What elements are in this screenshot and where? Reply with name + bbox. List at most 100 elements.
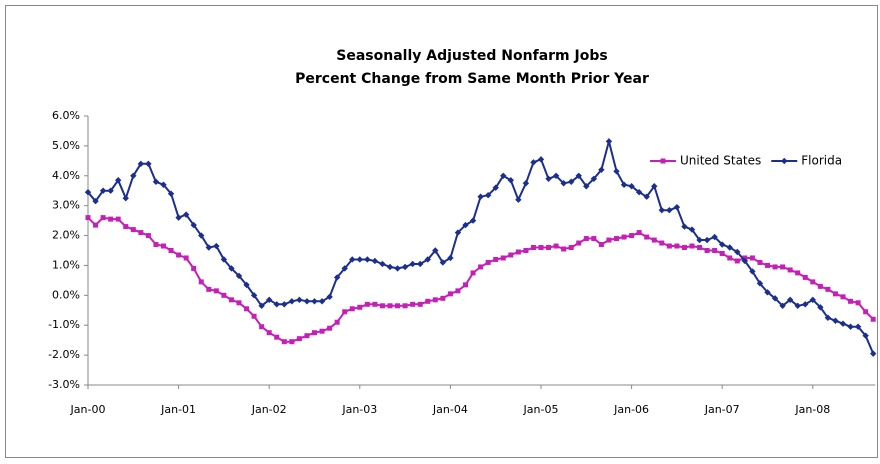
data-point	[576, 240, 582, 246]
data-point	[515, 249, 521, 255]
data-point	[469, 217, 477, 224]
data-point	[795, 270, 801, 276]
data-point	[364, 256, 371, 263]
data-point	[590, 175, 598, 182]
data-point	[454, 229, 462, 236]
data-point	[478, 264, 484, 270]
data-point	[749, 268, 756, 275]
chart-title: Seasonally Adjusted Nonfarm Jobs	[336, 48, 607, 64]
data-point	[825, 286, 831, 292]
y-tick-label: 4.0%	[52, 169, 80, 182]
data-point	[318, 298, 326, 305]
data-point	[613, 168, 620, 175]
data-point	[379, 260, 386, 268]
data-point	[228, 265, 235, 272]
data-point	[560, 180, 567, 187]
data-point	[855, 300, 861, 306]
data-point	[349, 256, 356, 263]
data-point	[734, 248, 741, 256]
y-tick-label: -1.0%	[48, 318, 80, 331]
data-point	[99, 187, 107, 194]
data-point	[289, 339, 295, 345]
data-point	[606, 237, 612, 243]
data-point	[425, 298, 431, 304]
data-point	[523, 248, 529, 253]
data-point	[552, 172, 560, 179]
data-point	[727, 255, 733, 261]
data-point	[168, 248, 174, 253]
data-point	[123, 224, 129, 230]
data-point	[741, 257, 749, 265]
data-point	[130, 227, 136, 233]
data-point	[628, 183, 635, 190]
data-point	[447, 254, 454, 262]
data-point	[303, 298, 311, 305]
data-point	[568, 245, 574, 251]
data-point	[364, 301, 370, 307]
data-point	[213, 288, 219, 294]
data-point	[341, 265, 348, 272]
data-point	[259, 324, 265, 330]
data-point	[711, 233, 718, 241]
data-point	[832, 317, 839, 324]
data-point	[620, 181, 628, 188]
data-point	[432, 297, 438, 303]
data-point	[507, 177, 514, 184]
data-point	[153, 242, 159, 248]
data-point	[371, 257, 379, 265]
data-point	[824, 314, 832, 321]
data-point	[839, 320, 847, 327]
data-point	[160, 181, 167, 188]
data-point	[92, 197, 99, 205]
data-point	[387, 303, 393, 309]
data-point	[432, 247, 439, 254]
data-point	[176, 252, 182, 258]
data-point	[236, 300, 242, 306]
data-point	[802, 301, 809, 308]
data-point	[802, 274, 808, 280]
data-point	[379, 303, 385, 309]
data-point	[522, 180, 530, 187]
legend-marker	[781, 157, 788, 165]
data-point	[666, 206, 673, 214]
data-point	[817, 283, 823, 289]
data-point	[712, 248, 718, 253]
data-point	[666, 243, 672, 249]
data-point	[659, 240, 665, 246]
data-point	[840, 294, 846, 300]
data-point	[719, 241, 726, 248]
y-tick-label: -2.0%	[48, 348, 80, 361]
data-point	[243, 281, 250, 289]
data-point	[681, 223, 688, 230]
data-point	[847, 323, 854, 330]
data-point	[681, 245, 687, 251]
data-point	[643, 193, 650, 200]
data-point	[198, 232, 205, 239]
data-point	[85, 215, 91, 221]
data-point	[870, 350, 877, 357]
data-point	[779, 302, 786, 309]
data-point	[848, 298, 854, 304]
data-point	[100, 215, 106, 221]
data-point	[598, 242, 604, 248]
data-point	[749, 255, 755, 261]
data-point	[530, 159, 537, 166]
x-tick-label: Jan-06	[613, 403, 649, 416]
data-point	[206, 286, 212, 292]
data-point	[621, 234, 627, 240]
data-point	[598, 166, 605, 173]
data-point	[266, 296, 273, 304]
data-point	[575, 172, 582, 179]
data-point	[281, 301, 288, 308]
data-point	[485, 259, 491, 265]
data-point	[401, 263, 409, 271]
data-point	[764, 289, 771, 296]
data-point	[854, 323, 862, 330]
data-point	[175, 214, 182, 221]
data-point	[137, 160, 145, 168]
data-point	[719, 250, 725, 256]
x-tick-label: Jan-03	[341, 403, 377, 416]
data-point	[651, 183, 658, 190]
legend-marker	[660, 158, 666, 164]
data-point	[704, 248, 710, 253]
